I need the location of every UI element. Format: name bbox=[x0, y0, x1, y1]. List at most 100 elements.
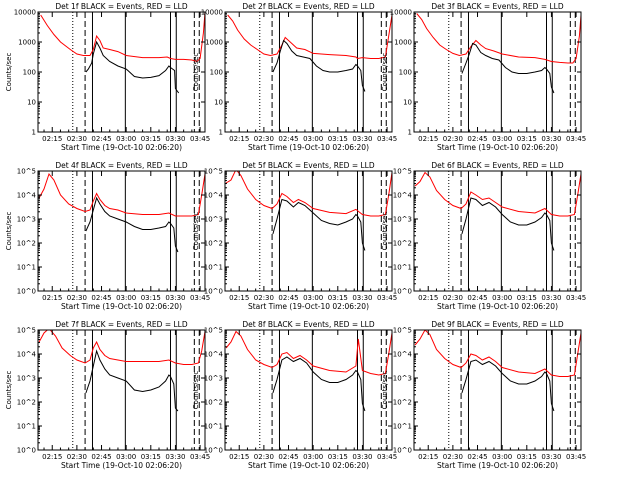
events-series-line bbox=[461, 359, 555, 412]
panel-title: Det 3f BLACK = Events, RED = LLD bbox=[431, 2, 564, 11]
y-tick-label: 10^3 bbox=[17, 375, 36, 383]
x-tick-label: 03:15 bbox=[328, 453, 348, 461]
x-tick-label: 03:15 bbox=[328, 294, 348, 302]
y-tick-label: 10^0 bbox=[17, 288, 36, 296]
panel-title: Det 9f BLACK = Events, RED = LLD bbox=[431, 320, 564, 329]
x-tick-label: 03:00 bbox=[303, 294, 323, 302]
x-tick-label: 03:30 bbox=[165, 135, 185, 143]
x-tick-label: 02:15 bbox=[42, 294, 62, 302]
y-tick-label: 10^3 bbox=[17, 216, 36, 224]
panel-4: Det 4f BLACK = Events, RED = LLD 02:15 02:… bbox=[5, 161, 210, 311]
y-tick-label: 10^4 bbox=[393, 351, 413, 359]
events-series-line bbox=[272, 356, 366, 412]
x-tick-label: 03:15 bbox=[141, 453, 161, 461]
events-series-line bbox=[272, 39, 366, 92]
lld-series-line bbox=[38, 330, 205, 365]
y-tick-label: 10^2 bbox=[393, 399, 412, 407]
y-tick-label: 10^0 bbox=[204, 288, 223, 296]
panel-3: Det 3f BLACK = Events, RED = LLD 02:15 02:… bbox=[381, 2, 586, 152]
x-tick-label: 03:00 bbox=[492, 453, 512, 461]
x-tick-label: 02:45 bbox=[278, 453, 298, 461]
events-series-line bbox=[461, 197, 555, 251]
panel-title: Det 1f BLACK = Events, RED = LLD bbox=[55, 2, 188, 11]
y-tick-label: 10^2 bbox=[393, 240, 412, 248]
x-tick-label: 03:15 bbox=[141, 294, 161, 302]
y-tick-label: 10^0 bbox=[204, 447, 223, 455]
x-tick-label: 02:45 bbox=[467, 453, 487, 461]
x-tick-label: 03:15 bbox=[517, 294, 537, 302]
y-tick-label: 10^0 bbox=[17, 447, 36, 455]
x-tick-label: 03:45 bbox=[190, 453, 210, 461]
panel-title: Det 8f BLACK = Events, RED = LLD bbox=[242, 320, 375, 329]
panel-2: Det 2f BLACK = Events, RED = LLD 02:15 02:… bbox=[192, 2, 397, 152]
panel-title: Det 4f BLACK = Events, RED = LLD bbox=[55, 161, 188, 170]
x-tick-label: 02:45 bbox=[91, 135, 111, 143]
y-tick-label: 10^4 bbox=[17, 192, 37, 200]
y-tick-label: 1 bbox=[408, 129, 412, 137]
events-series-line bbox=[85, 40, 180, 94]
y-tick-label: 10^4 bbox=[204, 192, 224, 200]
y-tick-label: 10^1 bbox=[204, 264, 223, 272]
x-tick-label: 03:00 bbox=[116, 135, 136, 143]
x-tick-label: 03:00 bbox=[116, 294, 136, 302]
lld-series-line bbox=[414, 171, 581, 217]
plot-frame bbox=[37, 170, 206, 292]
y-tick-label: 10^4 bbox=[17, 351, 37, 359]
x-tick-label: 02:45 bbox=[91, 453, 111, 461]
lld-series-line bbox=[416, 13, 581, 64]
x-tick-label: 03:00 bbox=[303, 135, 323, 143]
plot-frame bbox=[37, 11, 206, 133]
y-tick-label: 10000 bbox=[14, 9, 36, 17]
y-tick-label: 1000 bbox=[394, 39, 412, 47]
x-tick-label: 02:30 bbox=[443, 135, 463, 143]
y-tick-label: 10^1 bbox=[17, 264, 36, 272]
x-tick-label: 03:30 bbox=[352, 294, 372, 302]
x-tick-label: 03:30 bbox=[541, 294, 561, 302]
y-axis-label: Counts/sec bbox=[381, 371, 389, 410]
x-tick-label: 03:30 bbox=[541, 135, 561, 143]
x-tick-label: 02:45 bbox=[467, 135, 487, 143]
x-axis-label: Start Time (19-Oct-10 02:06:20) bbox=[437, 302, 558, 311]
y-tick-label: 10^3 bbox=[204, 216, 223, 224]
panel-1: Det 1f BLACK = Events, RED = LLD 02:15 02:… bbox=[5, 2, 210, 152]
panel-title: Det 2f BLACK = Events, RED = LLD bbox=[242, 2, 375, 11]
x-tick-label: 03:45 bbox=[566, 135, 586, 143]
x-axis-label: Start Time (19-Oct-10 02:06:20) bbox=[437, 143, 558, 152]
y-axis-label: Counts/sec bbox=[5, 371, 13, 410]
x-tick-label: 02:30 bbox=[443, 453, 463, 461]
x-tick-label: 03:45 bbox=[190, 135, 210, 143]
y-tick-label: 10^2 bbox=[17, 399, 36, 407]
x-axis-label: Start Time (19-Oct-10 02:06:20) bbox=[248, 461, 369, 470]
panel-8: Det 8f BLACK = Events, RED = LLD 02:15 02:… bbox=[192, 320, 397, 470]
lld-series-line bbox=[38, 172, 205, 217]
y-tick-label: 10000 bbox=[390, 9, 412, 17]
y-tick-label: 10^1 bbox=[393, 264, 412, 272]
y-tick-label: 10^4 bbox=[393, 192, 413, 200]
x-axis-label: Start Time (19-Oct-10 02:06:20) bbox=[437, 461, 558, 470]
x-tick-label: 03:45 bbox=[377, 453, 397, 461]
x-tick-label: 03:45 bbox=[566, 294, 586, 302]
x-tick-label: 02:45 bbox=[278, 135, 298, 143]
x-tick-label: 03:30 bbox=[165, 294, 185, 302]
x-axis-label: Start Time (19-Oct-10 02:06:20) bbox=[248, 143, 369, 152]
x-tick-label: 02:15 bbox=[418, 294, 438, 302]
x-tick-label: 02:45 bbox=[91, 294, 111, 302]
x-tick-label: 03:00 bbox=[492, 135, 512, 143]
y-tick-label: 10^2 bbox=[204, 399, 223, 407]
x-tick-label: 02:15 bbox=[229, 135, 249, 143]
plot-frame bbox=[224, 170, 393, 292]
y-tick-label: 10^5 bbox=[17, 327, 36, 335]
x-tick-label: 02:45 bbox=[278, 294, 298, 302]
x-tick-label: 02:30 bbox=[67, 294, 87, 302]
x-tick-label: 02:45 bbox=[467, 294, 487, 302]
x-axis-label: Start Time (19-Oct-10 02:06:20) bbox=[248, 302, 369, 311]
panel-title: Det 7f BLACK = Events, RED = LLD bbox=[55, 320, 188, 329]
x-tick-label: 03:00 bbox=[303, 453, 323, 461]
x-tick-label: 02:30 bbox=[254, 294, 274, 302]
y-tick-label: 10^4 bbox=[204, 351, 224, 359]
plot-frame bbox=[413, 11, 582, 133]
y-tick-label: 10^1 bbox=[393, 423, 412, 431]
x-tick-label: 03:45 bbox=[566, 453, 586, 461]
panel-title: Det 6f BLACK = Events, RED = LLD bbox=[431, 161, 564, 170]
